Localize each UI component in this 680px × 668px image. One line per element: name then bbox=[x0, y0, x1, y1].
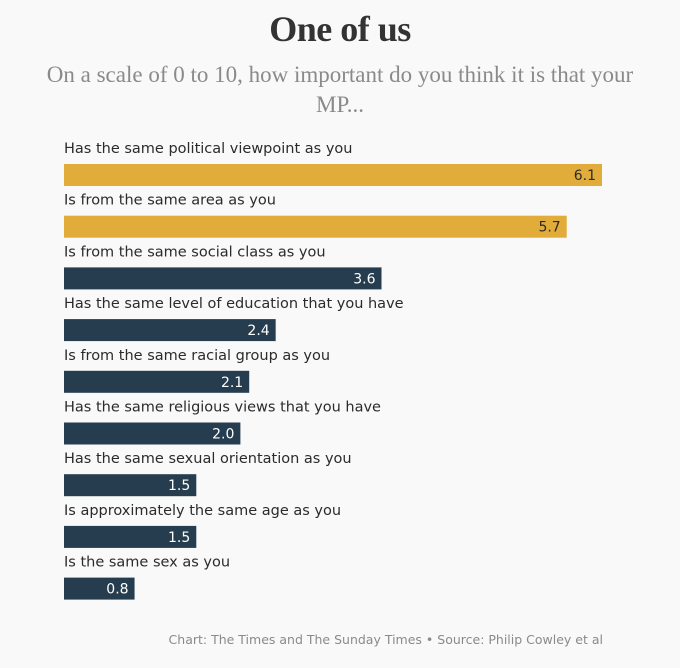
bar bbox=[64, 422, 241, 445]
bar-value-label: 0.8 bbox=[106, 582, 128, 598]
chart-title: One of us bbox=[269, 9, 411, 49]
bar-value-label: 6.1 bbox=[574, 168, 596, 184]
category-label: Is from the same area as you bbox=[64, 193, 276, 209]
category-label: Has the same level of education that you… bbox=[64, 296, 404, 312]
category-label: Is the same sex as you bbox=[64, 555, 230, 571]
bar bbox=[64, 319, 276, 342]
bar-value-label: 5.7 bbox=[538, 220, 560, 236]
bar-value-label: 3.6 bbox=[353, 271, 375, 287]
bar bbox=[64, 474, 197, 497]
bar-value-label: 1.5 bbox=[168, 478, 190, 494]
category-label: Has the same sexual orientation as you bbox=[64, 451, 352, 467]
bar bbox=[64, 525, 197, 548]
category-label: Is approximately the same age as you bbox=[64, 503, 341, 519]
chart-source-credit: Chart: The Times and The Sunday Times • … bbox=[168, 632, 603, 647]
bar bbox=[64, 164, 602, 186]
bar-value-label: 2.1 bbox=[221, 375, 243, 391]
bar bbox=[64, 267, 382, 290]
chart-subtitle: On a scale of 0 to 10, how important do … bbox=[46, 62, 634, 117]
bar bbox=[64, 577, 135, 600]
bar bbox=[64, 215, 567, 238]
bar bbox=[64, 370, 250, 393]
category-label: Has the same religious views that you ha… bbox=[64, 400, 381, 416]
category-label: Is from the same social class as you bbox=[64, 244, 326, 260]
bar-value-label: 1.5 bbox=[168, 530, 190, 546]
category-label: Is from the same racial group as you bbox=[64, 348, 330, 364]
bar-value-label: 2.0 bbox=[212, 427, 234, 443]
bar-value-label: 2.4 bbox=[247, 323, 269, 339]
category-label: Has the same political viewpoint as you bbox=[64, 141, 352, 157]
